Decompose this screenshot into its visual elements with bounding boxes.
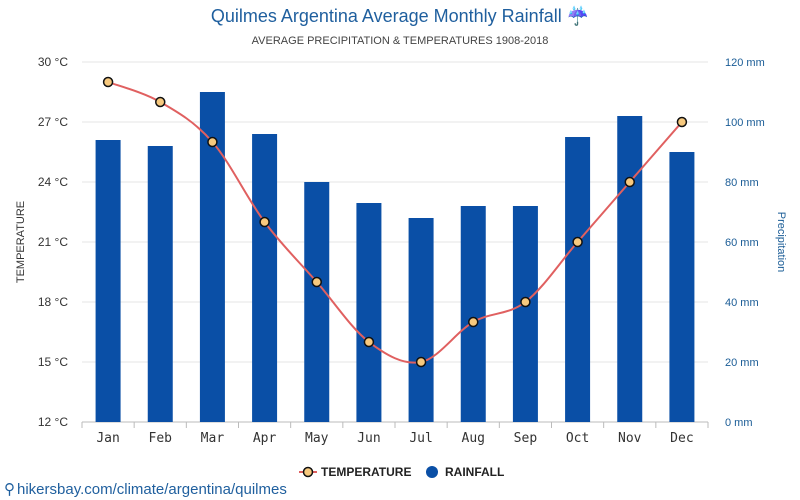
x-tick-label: Jul	[409, 431, 432, 446]
x-tick-label: Jan	[96, 431, 119, 446]
right-tick-label: 40 mm	[725, 297, 759, 309]
location-pin-icon: ⚲	[4, 481, 15, 498]
temperature-point	[624, 176, 635, 188]
temperature-point	[259, 216, 270, 228]
left-axis-title: TEMPERATURE	[15, 201, 27, 283]
temperature-curve	[107, 81, 683, 364]
source-link-text: hikersbay.com/climate/argentina/quilmes	[17, 481, 287, 498]
rainfall-bar	[460, 206, 486, 422]
temperature-point	[415, 356, 427, 368]
source-link[interactable]: ⚲ hikersbay.com/climate/argentina/quilmes	[4, 480, 287, 498]
x-tick-label: Feb	[149, 431, 173, 446]
temperature-point	[155, 96, 166, 108]
x-tick-label: Nov	[618, 431, 642, 446]
rainfall-bar	[252, 134, 278, 422]
x-tick-label: Dec	[670, 431, 693, 446]
temperature-line	[102, 76, 688, 368]
right-tick-label: 80 mm	[725, 177, 759, 189]
right-tick-label: 0 mm	[725, 417, 753, 429]
temperature-point	[363, 336, 375, 348]
legend-rainfall-label: RAINFALL	[445, 465, 504, 479]
umbrella-rain-icon: ☔	[566, 6, 590, 26]
temperature-point	[207, 136, 218, 148]
x-tick-label: Jun	[357, 431, 380, 446]
temperature-point	[468, 316, 479, 328]
rainfall-bars	[95, 92, 695, 422]
right-tick-label: 100 mm	[725, 117, 765, 129]
temperature-point	[676, 116, 688, 128]
left-tick-label: 21 °C	[38, 235, 68, 249]
x-tick-label: Oct	[566, 431, 589, 446]
temperature-point	[572, 236, 583, 248]
axis-ticks: 12 °C 0 mm 15 °C 20 mm 18 °C 40 mm 21 °C 60 mm 2…	[38, 55, 765, 446]
legend-rainfall-marker	[426, 466, 438, 478]
left-tick-label: 15 °C	[38, 355, 68, 369]
rainfall-bar	[617, 116, 643, 422]
rainfall-bar	[147, 146, 173, 422]
left-tick-label: 24 °C	[38, 175, 68, 189]
rainfall-bar	[669, 152, 695, 422]
right-tick-label: 120 mm	[725, 57, 765, 69]
chart-subtitle: AVERAGE PRECIPITATION & TEMPERATURES 190…	[251, 35, 549, 47]
x-tick-label: Mar	[201, 431, 225, 446]
temperature-point	[520, 296, 531, 308]
right-axis-title: Precipitation	[775, 212, 787, 273]
rainfall-bar	[512, 206, 538, 422]
grid-lines	[81, 61, 709, 428]
legend-temperature-marker	[302, 466, 314, 478]
chart-title: Quilmes Argentina Average Monthly Rainfa…	[0, 6, 800, 27]
rainfall-bar	[565, 137, 591, 422]
chart-title-text: Quilmes Argentina Average Monthly Rainfa…	[210, 6, 562, 26]
left-tick-label: 18 °C	[38, 295, 68, 309]
rainfall-bar	[408, 218, 434, 422]
left-tick-label: 12 °C	[38, 415, 68, 429]
rainfall-bar	[356, 203, 382, 422]
x-tick-label: May	[305, 431, 329, 446]
right-tick-label: 60 mm	[725, 237, 759, 249]
temperature-point	[102, 76, 114, 88]
temperature-point	[311, 276, 322, 288]
right-tick-label: 20 mm	[725, 357, 759, 369]
rainfall-bar	[304, 182, 330, 422]
x-tick-label: Apr	[253, 431, 277, 446]
x-tick-label: Sep	[514, 431, 538, 446]
x-tick-label: Aug	[462, 431, 485, 446]
left-tick-label: 30 °C	[38, 55, 68, 69]
rainfall-bar	[95, 140, 121, 422]
left-tick-label: 27 °C	[38, 115, 68, 129]
legend-temperature-label: TEMPERATURE	[321, 465, 411, 479]
legend: TEMPERATURE RAINFALL	[299, 465, 504, 479]
